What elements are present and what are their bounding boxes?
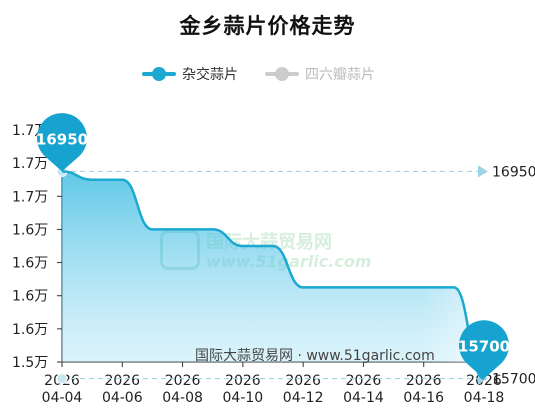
x-tick-label-date: 04-18 xyxy=(464,390,505,406)
x-tick-label-date: 04-16 xyxy=(403,390,444,406)
x-tick-label-year: 2026 xyxy=(406,373,442,389)
y-tick-label: 1.7万 xyxy=(12,156,48,172)
legend-line-icon xyxy=(265,67,299,81)
legend-label-series-2: 四六瓣蒜片 xyxy=(305,67,375,83)
x-tick-label-year: 2026 xyxy=(225,373,261,389)
legend-item-series-2[interactable]: 四六瓣蒜片 xyxy=(265,64,375,84)
max-marker-pin: 16950 xyxy=(36,113,88,172)
series-area-fade xyxy=(62,171,484,379)
pin-label: 16950 xyxy=(36,130,88,148)
legend: 杂交蒜片 四六瓣蒜片 xyxy=(0,64,535,84)
x-tick-label-year: 2026 xyxy=(346,373,382,389)
pin-shape xyxy=(37,113,88,172)
pin-shape xyxy=(458,320,509,379)
y-tick-label: 1.5万 xyxy=(12,355,48,371)
min-reference-label: 15700 xyxy=(492,372,535,388)
y-tick-label: 1.7万 xyxy=(12,189,48,205)
y-tick-label: 1.6万 xyxy=(12,322,48,338)
max-reference-label: 16950 xyxy=(492,164,535,180)
series-line xyxy=(61,170,485,380)
footer-credit: 国际大蒜贸易网 · www.51garlic.com xyxy=(195,348,435,364)
x-tick-label-date: 04-12 xyxy=(283,390,324,406)
y-tick-label: 1.6万 xyxy=(12,222,48,238)
legend-item-series-1[interactable]: 杂交蒜片 xyxy=(142,64,238,84)
y-tick-label: 1.6万 xyxy=(12,256,48,272)
y-tick-label: 1.6万 xyxy=(12,289,48,305)
min-marker-pin: 15700 xyxy=(458,320,510,379)
x-tick-label-date: 04-04 xyxy=(42,390,83,406)
x-tick-label-year: 2026 xyxy=(165,373,201,389)
x-tick-label-year: 2026 xyxy=(285,373,321,389)
x-tick-label-date: 04-08 xyxy=(162,390,203,406)
pin-label: 15700 xyxy=(458,338,510,356)
x-tick-label-date: 04-14 xyxy=(343,390,384,406)
x-tick-label-date: 04-06 xyxy=(102,390,143,406)
legend-label-series-1: 杂交蒜片 xyxy=(182,67,238,83)
x-tick-label-year: 2026 xyxy=(104,373,140,389)
min-reference-dot xyxy=(56,373,68,385)
legend-line-icon xyxy=(142,67,176,81)
x-tick-label-year: 2026 xyxy=(466,373,502,389)
chart-title: 金乡蒜片价格走势 xyxy=(179,14,356,38)
max-reference-arrow xyxy=(478,165,488,178)
x-tick-label-date: 04-10 xyxy=(223,390,264,406)
